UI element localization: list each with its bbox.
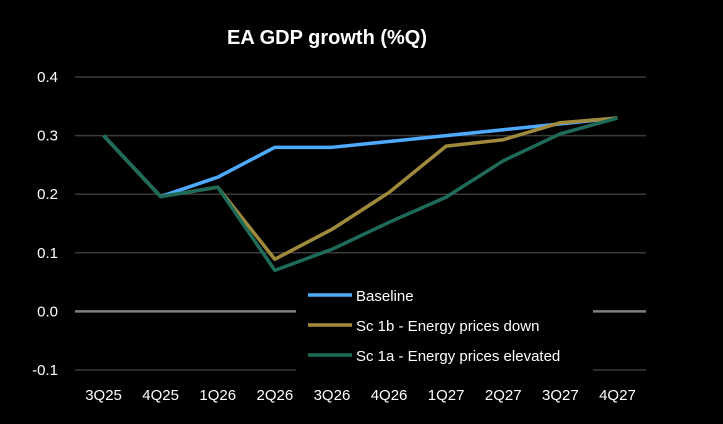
y-tick-label: 0.2 xyxy=(37,186,58,203)
x-tick-label: 1Q26 xyxy=(199,387,236,404)
legend-label: Sc 1b - Energy prices down xyxy=(356,318,539,335)
y-axis-ticks: -0.1 0.0 0.1 0.2 0.3 0.4 xyxy=(32,69,58,379)
x-tick-label: 4Q27 xyxy=(599,387,636,404)
y-tick-label: 0.4 xyxy=(37,69,58,86)
series-line-0 xyxy=(102,116,618,199)
x-tick-label: 2Q27 xyxy=(485,387,522,404)
x-tick-label: 3Q26 xyxy=(314,387,351,404)
legend-label: Baseline xyxy=(356,288,414,305)
y-tick-label: 0.3 xyxy=(37,128,58,145)
legend-label: Sc 1a - Energy prices elevated xyxy=(356,348,560,365)
chart-title: EA GDP growth (%Q) xyxy=(227,27,427,49)
legend: Baseline Sc 1b - Energy prices down Sc 1a … xyxy=(296,280,593,374)
x-axis-ticks: 3Q25 4Q25 1Q26 2Q26 3Q26 4Q26 1Q27 2Q27 3Q27 4Q27 xyxy=(85,387,636,404)
y-tick-label: 0.0 xyxy=(37,303,58,320)
x-tick-label: 3Q27 xyxy=(542,387,579,404)
series-lines xyxy=(102,116,618,273)
x-tick-label: 4Q26 xyxy=(371,387,408,404)
y-tick-label: -0.1 xyxy=(32,362,58,379)
x-tick-label: 2Q26 xyxy=(256,387,293,404)
series-line-2 xyxy=(102,116,618,273)
x-tick-label: 1Q27 xyxy=(428,387,465,404)
y-tick-label: 0.1 xyxy=(37,245,58,262)
x-tick-label: 3Q25 xyxy=(85,387,122,404)
x-tick-label: 4Q25 xyxy=(142,387,179,404)
